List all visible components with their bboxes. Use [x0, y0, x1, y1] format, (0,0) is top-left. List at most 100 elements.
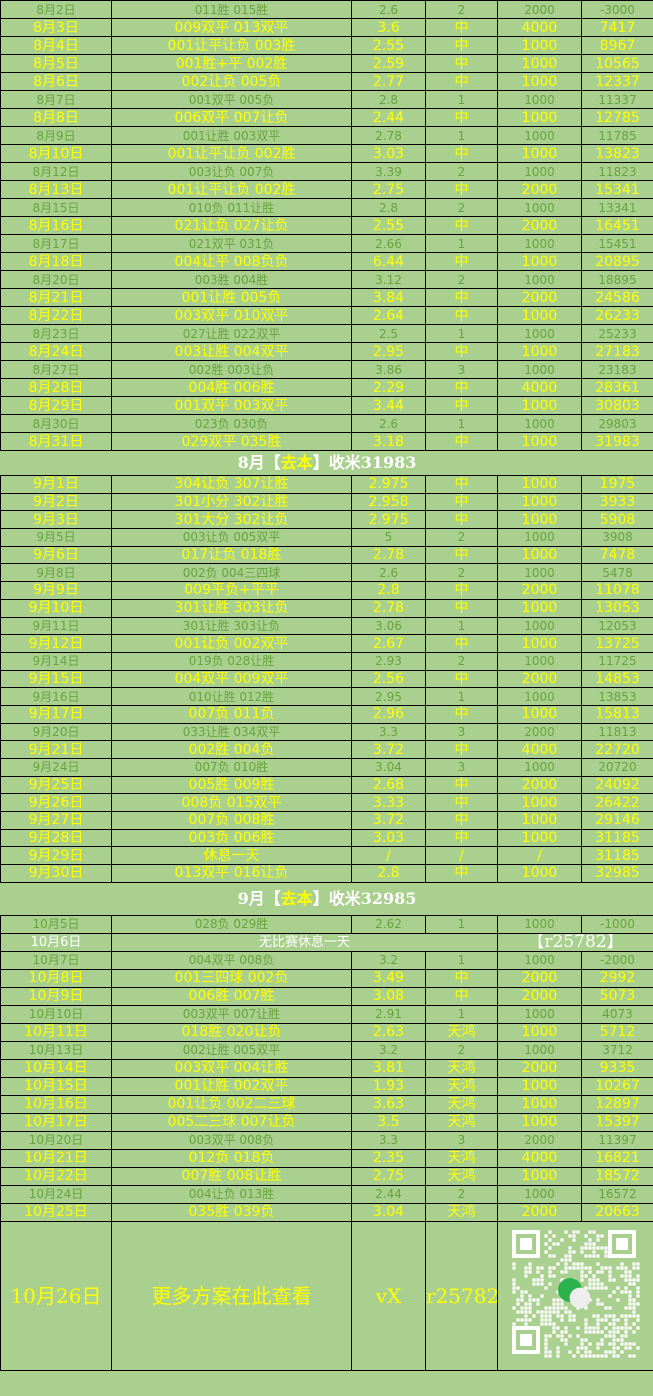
- cell-match: 006胜 007胜: [111, 986, 352, 1006]
- cell-balance: -2000: [581, 950, 653, 970]
- table-row-win: 10月9日 006胜 007胜 3.08 中 2000 5073: [0, 986, 653, 1006]
- cell-date: 8月23日: [0, 324, 112, 343]
- cell-date: 8月2日: [0, 0, 112, 19]
- table-row-win: 10月15日 001让胜 002双平 1.93 天鸿 1000 10267: [0, 1076, 653, 1096]
- cell-stake: 1000: [497, 864, 582, 883]
- cell-odds: 3.06: [351, 616, 426, 636]
- cell-date: 10月9日: [0, 986, 112, 1006]
- table-row-win: 8月21日 001让胜 005负 3.84 中 2000 24586: [0, 288, 653, 307]
- cell-date: 8月20日: [0, 270, 112, 289]
- cell-result: 1: [425, 687, 498, 706]
- table-row-win: 10月17日 005二三球 007让负 3.5 天鸿 1000 15397: [0, 1112, 653, 1132]
- cell-stake: 2000: [497, 1202, 582, 1222]
- table-row-loss: 8月20日 003胜 004胜 3.12 2 1000 18895: [0, 270, 653, 289]
- cell-result: 2: [425, 528, 498, 547]
- cell-date: 10月7日: [0, 950, 112, 970]
- cell-result: 2: [425, 1184, 498, 1204]
- cell-odds: 3.03: [351, 144, 426, 163]
- cell-odds: 3.3: [351, 722, 426, 742]
- cell-match: 003让胜 004双平: [111, 342, 352, 361]
- cell-balance: 18572: [581, 1166, 653, 1186]
- cell-stake: 1000: [497, 234, 582, 253]
- table-row-loss: 9月14日 019负 028让胜 2.93 2 1000 11725: [0, 651, 653, 671]
- summary-prefix: 9月【: [237, 888, 281, 908]
- cell-match: 010负 011让胜: [111, 198, 352, 217]
- cell-balance: 23183: [581, 360, 653, 379]
- cell-match: 008负 015双平: [111, 793, 352, 813]
- cell-balance: 24586: [581, 288, 653, 307]
- cell-balance: 13725: [581, 634, 653, 653]
- cell-balance: 3908: [581, 528, 653, 547]
- cell-date: 8月31日: [0, 432, 112, 451]
- cell-stake: 1000: [497, 704, 582, 724]
- cell-date: 10月15日: [0, 1076, 112, 1096]
- cell-odds: 2.8: [351, 198, 426, 217]
- table-row-loss: 8月7日 001双平 005负 2.8 1 1000 11337: [0, 90, 653, 109]
- cell-result: 天鸿: [425, 1112, 498, 1132]
- summary-highlight: 去本: [280, 453, 313, 472]
- cell-result: 中: [425, 144, 498, 163]
- cell-odds: 2.68: [351, 775, 426, 795]
- cell-result: 中: [425, 704, 498, 724]
- cell-match: 003让负 007负: [111, 162, 352, 181]
- cell-result: 天鸿: [425, 1022, 498, 1042]
- cell-stake: 1000: [497, 432, 582, 451]
- cell-result: 天鸿: [425, 1058, 498, 1078]
- summary-suffix: 】收米31983: [312, 453, 417, 472]
- cell-result: 2: [425, 563, 498, 583]
- table-row-win: 9月6日 017让负 018胜 2.78 中 1000 7478: [0, 545, 653, 565]
- cell-odds: 3.72: [351, 811, 426, 830]
- september-summary-row: 9月【去本】收米32985: [0, 881, 653, 916]
- cell-odds: 2.78: [351, 598, 426, 618]
- cell-odds: 2.35: [351, 1148, 426, 1168]
- cell-match: 001胜+平 002胜: [111, 54, 352, 73]
- cell-odds: 3.04: [351, 758, 426, 777]
- cell-result: 中: [425, 740, 498, 759]
- cell-match: 009双平 013双平: [111, 18, 352, 37]
- cell-match: 003双平 008负: [111, 1130, 352, 1150]
- footer-row: 10月26日 更多方案在此查看 vX r25782: [0, 1220, 653, 1371]
- cell-balance: 15397: [581, 1112, 653, 1132]
- cell-odds: 3.49: [351, 968, 426, 988]
- cell-date: 8月10日: [0, 144, 112, 163]
- table-row-win: 9月26日 008负 015双平 3.33 中 1000 26422: [0, 793, 653, 813]
- table-row-win: 10月22日 007胜 008让胜 2.75 天鸿 1000 18572: [0, 1166, 653, 1186]
- summary-suffix: 】收米32985: [312, 888, 417, 908]
- summary-prefix: 8月【: [237, 453, 281, 472]
- cell-balance: 31185: [581, 846, 653, 866]
- cell-stake: 1000: [497, 144, 582, 163]
- cell-stake: 1000: [497, 492, 582, 512]
- cell-balance: 31185: [581, 828, 653, 848]
- table-row-win: 9月27日 007负 008胜 3.72 中 1000 29146: [0, 811, 653, 830]
- cell-odds: 3.3: [351, 1130, 426, 1150]
- table-row-win: 8月22日 003双平 010双平 2.64 中 1000 26233: [0, 306, 653, 325]
- cell-date: 9月25日: [0, 775, 112, 795]
- cell-result: 天鸿: [425, 1148, 498, 1168]
- cell-match: 021双平 031负: [111, 234, 352, 253]
- table-row-win: 10月21日 012负 018负 2.35 天鸿 4000 16821: [0, 1148, 653, 1168]
- table-row-loss: 8月23日 027让胜 022双平 2.5 1 1000 25233: [0, 324, 653, 343]
- cell-date: 8月22日: [0, 306, 112, 325]
- cell-match: 019负 028让胜: [111, 651, 352, 671]
- cell-result: 中: [425, 432, 498, 451]
- cell-odds: 2.6: [351, 563, 426, 583]
- cell-balance: 11813: [581, 722, 653, 742]
- cell-odds: 2.96: [351, 704, 426, 724]
- qr-code-cell: [497, 1220, 653, 1371]
- cell-balance: 24092: [581, 775, 653, 795]
- cell-result: 中: [425, 811, 498, 830]
- cell-stake: 1000: [497, 252, 582, 271]
- cell-balance: 5712: [581, 1022, 653, 1042]
- cell-stake: 1000: [497, 360, 582, 379]
- cell-balance: 5073: [581, 986, 653, 1006]
- cell-date: 9月8日: [0, 563, 112, 583]
- cell-match: 002胜 003让负: [111, 360, 352, 379]
- cell-date: 9月20日: [0, 722, 112, 742]
- table-row-win: 8月8日 006双平 007让负 2.44 中 1000 12785: [0, 108, 653, 127]
- cell-odds: 2.29: [351, 378, 426, 397]
- cell-balance: 16572: [581, 1184, 653, 1204]
- cell-stake: 1000: [497, 616, 582, 636]
- cell-odds: 2.44: [351, 108, 426, 127]
- cell-date: 9月16日: [0, 687, 112, 706]
- cell-stake: 1000: [497, 1004, 582, 1024]
